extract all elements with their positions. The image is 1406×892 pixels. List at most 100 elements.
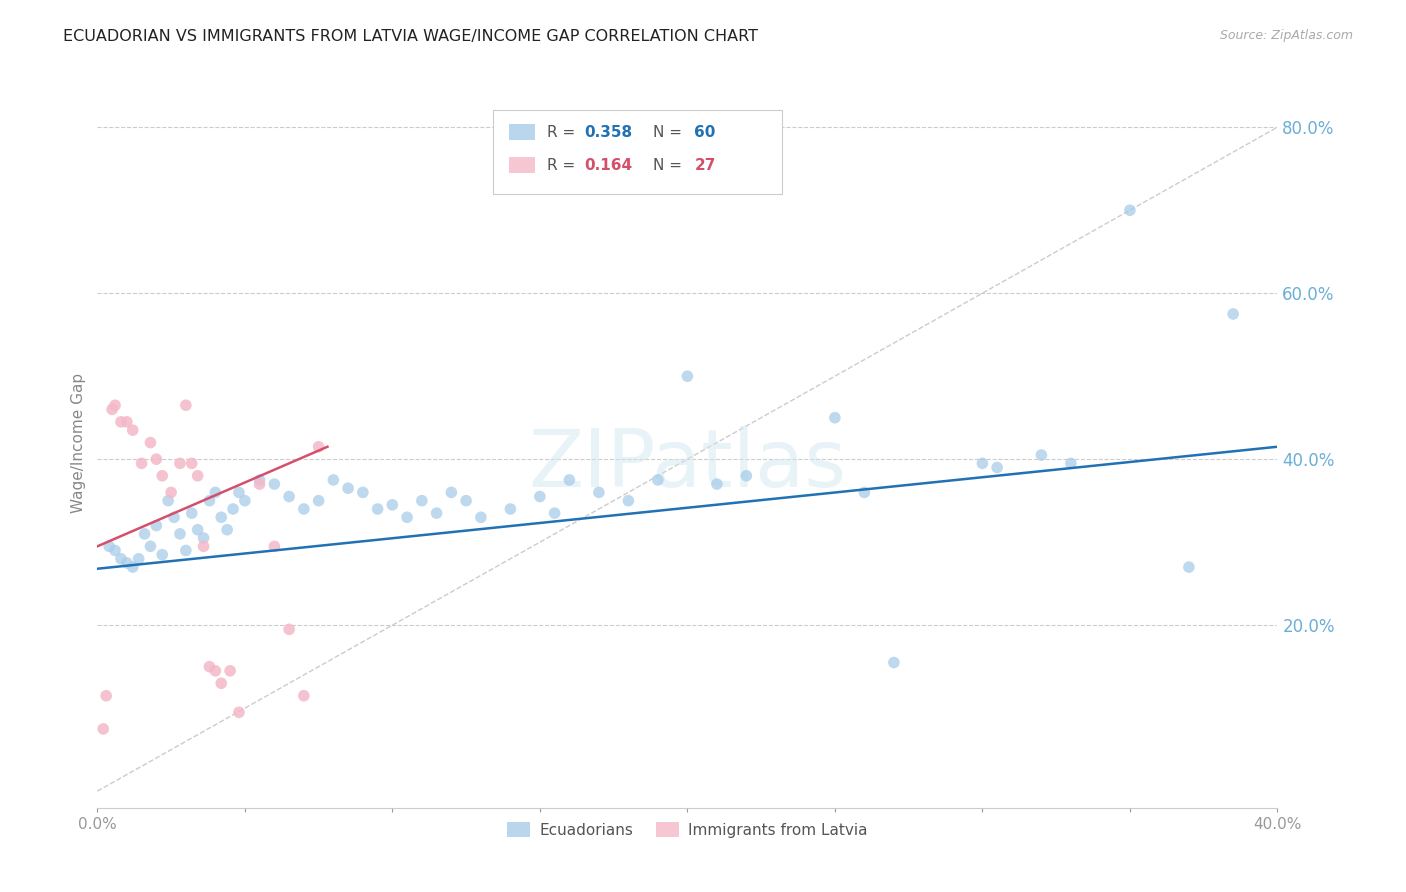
Point: [145, 518, 167, 533]
Point: [110, 415, 132, 429]
Point: [150, 548, 173, 562]
Point: [1178, 560, 1201, 574]
Point: [278, 490, 301, 504]
Point: [145, 452, 167, 467]
Text: 0.164: 0.164: [585, 158, 633, 172]
Point: [115, 415, 138, 429]
Point: [139, 435, 162, 450]
Point: [174, 398, 197, 412]
Point: [529, 490, 551, 504]
Text: ECUADORIAN VS IMMIGRANTS FROM LATVIA WAGE/INCOME GAP CORRELATION CHART: ECUADORIAN VS IMMIGRANTS FROM LATVIA WAG…: [63, 29, 758, 44]
Point: [558, 473, 581, 487]
Text: ZIPatlas: ZIPatlas: [529, 425, 846, 503]
Point: [128, 551, 150, 566]
Point: [174, 543, 197, 558]
Point: [1060, 456, 1083, 470]
Point: [278, 623, 301, 637]
Point: [228, 706, 250, 720]
Point: [180, 456, 202, 470]
Point: [187, 523, 209, 537]
Point: [150, 468, 173, 483]
Point: [157, 493, 180, 508]
Point: [249, 477, 271, 491]
Point: [204, 664, 226, 678]
Point: [322, 473, 344, 487]
Point: [209, 510, 232, 524]
Point: [352, 485, 374, 500]
Text: R =: R =: [547, 125, 581, 140]
Point: [617, 493, 640, 508]
Text: R =: R =: [547, 158, 581, 172]
Point: [187, 468, 209, 483]
Point: [134, 527, 156, 541]
FancyBboxPatch shape: [492, 111, 782, 194]
Point: [588, 485, 610, 500]
Point: [180, 506, 202, 520]
Text: N =: N =: [654, 158, 688, 172]
Point: [198, 659, 221, 673]
Point: [1222, 307, 1244, 321]
Point: [1031, 448, 1053, 462]
Point: [367, 502, 389, 516]
Point: [543, 506, 565, 520]
Text: 0.358: 0.358: [585, 125, 633, 140]
Point: [104, 398, 127, 412]
Point: [193, 531, 215, 545]
Point: [853, 485, 876, 500]
Point: [263, 477, 285, 491]
Point: [169, 527, 191, 541]
Point: [676, 369, 699, 384]
Point: [824, 410, 846, 425]
Point: [233, 493, 256, 508]
Point: [110, 551, 132, 566]
Text: 60: 60: [695, 125, 716, 140]
Point: [222, 502, 245, 516]
Point: [228, 485, 250, 500]
Point: [735, 468, 758, 483]
Point: [396, 510, 419, 524]
Point: [381, 498, 404, 512]
Point: [104, 543, 127, 558]
Point: [426, 506, 449, 520]
Point: [647, 473, 669, 487]
Point: [121, 423, 143, 437]
Point: [337, 481, 360, 495]
Text: Source: ZipAtlas.com: Source: ZipAtlas.com: [1219, 29, 1353, 42]
Point: [292, 689, 315, 703]
Point: [249, 473, 271, 487]
Point: [308, 493, 330, 508]
Text: 27: 27: [695, 158, 716, 172]
Point: [499, 502, 522, 516]
Point: [204, 485, 226, 500]
Point: [115, 556, 138, 570]
Point: [139, 539, 162, 553]
Point: [470, 510, 492, 524]
Point: [217, 523, 239, 537]
Point: [209, 676, 232, 690]
Point: [91, 722, 114, 736]
Point: [169, 456, 191, 470]
FancyBboxPatch shape: [509, 157, 536, 173]
Point: [163, 510, 186, 524]
Point: [131, 456, 153, 470]
Point: [263, 539, 285, 553]
Point: [706, 477, 728, 491]
Point: [96, 689, 118, 703]
Point: [292, 502, 315, 516]
Point: [456, 493, 478, 508]
Point: [440, 485, 463, 500]
Point: [308, 440, 330, 454]
Point: [101, 402, 124, 417]
Text: N =: N =: [654, 125, 688, 140]
Point: [1119, 203, 1142, 218]
Point: [411, 493, 433, 508]
FancyBboxPatch shape: [509, 124, 536, 140]
Point: [160, 485, 183, 500]
Legend: Ecuadorians, Immigrants from Latvia: Ecuadorians, Immigrants from Latvia: [501, 815, 873, 844]
Point: [121, 560, 143, 574]
Point: [98, 539, 121, 553]
Point: [972, 456, 994, 470]
Point: [198, 493, 221, 508]
Point: [193, 539, 215, 553]
Point: [883, 656, 905, 670]
